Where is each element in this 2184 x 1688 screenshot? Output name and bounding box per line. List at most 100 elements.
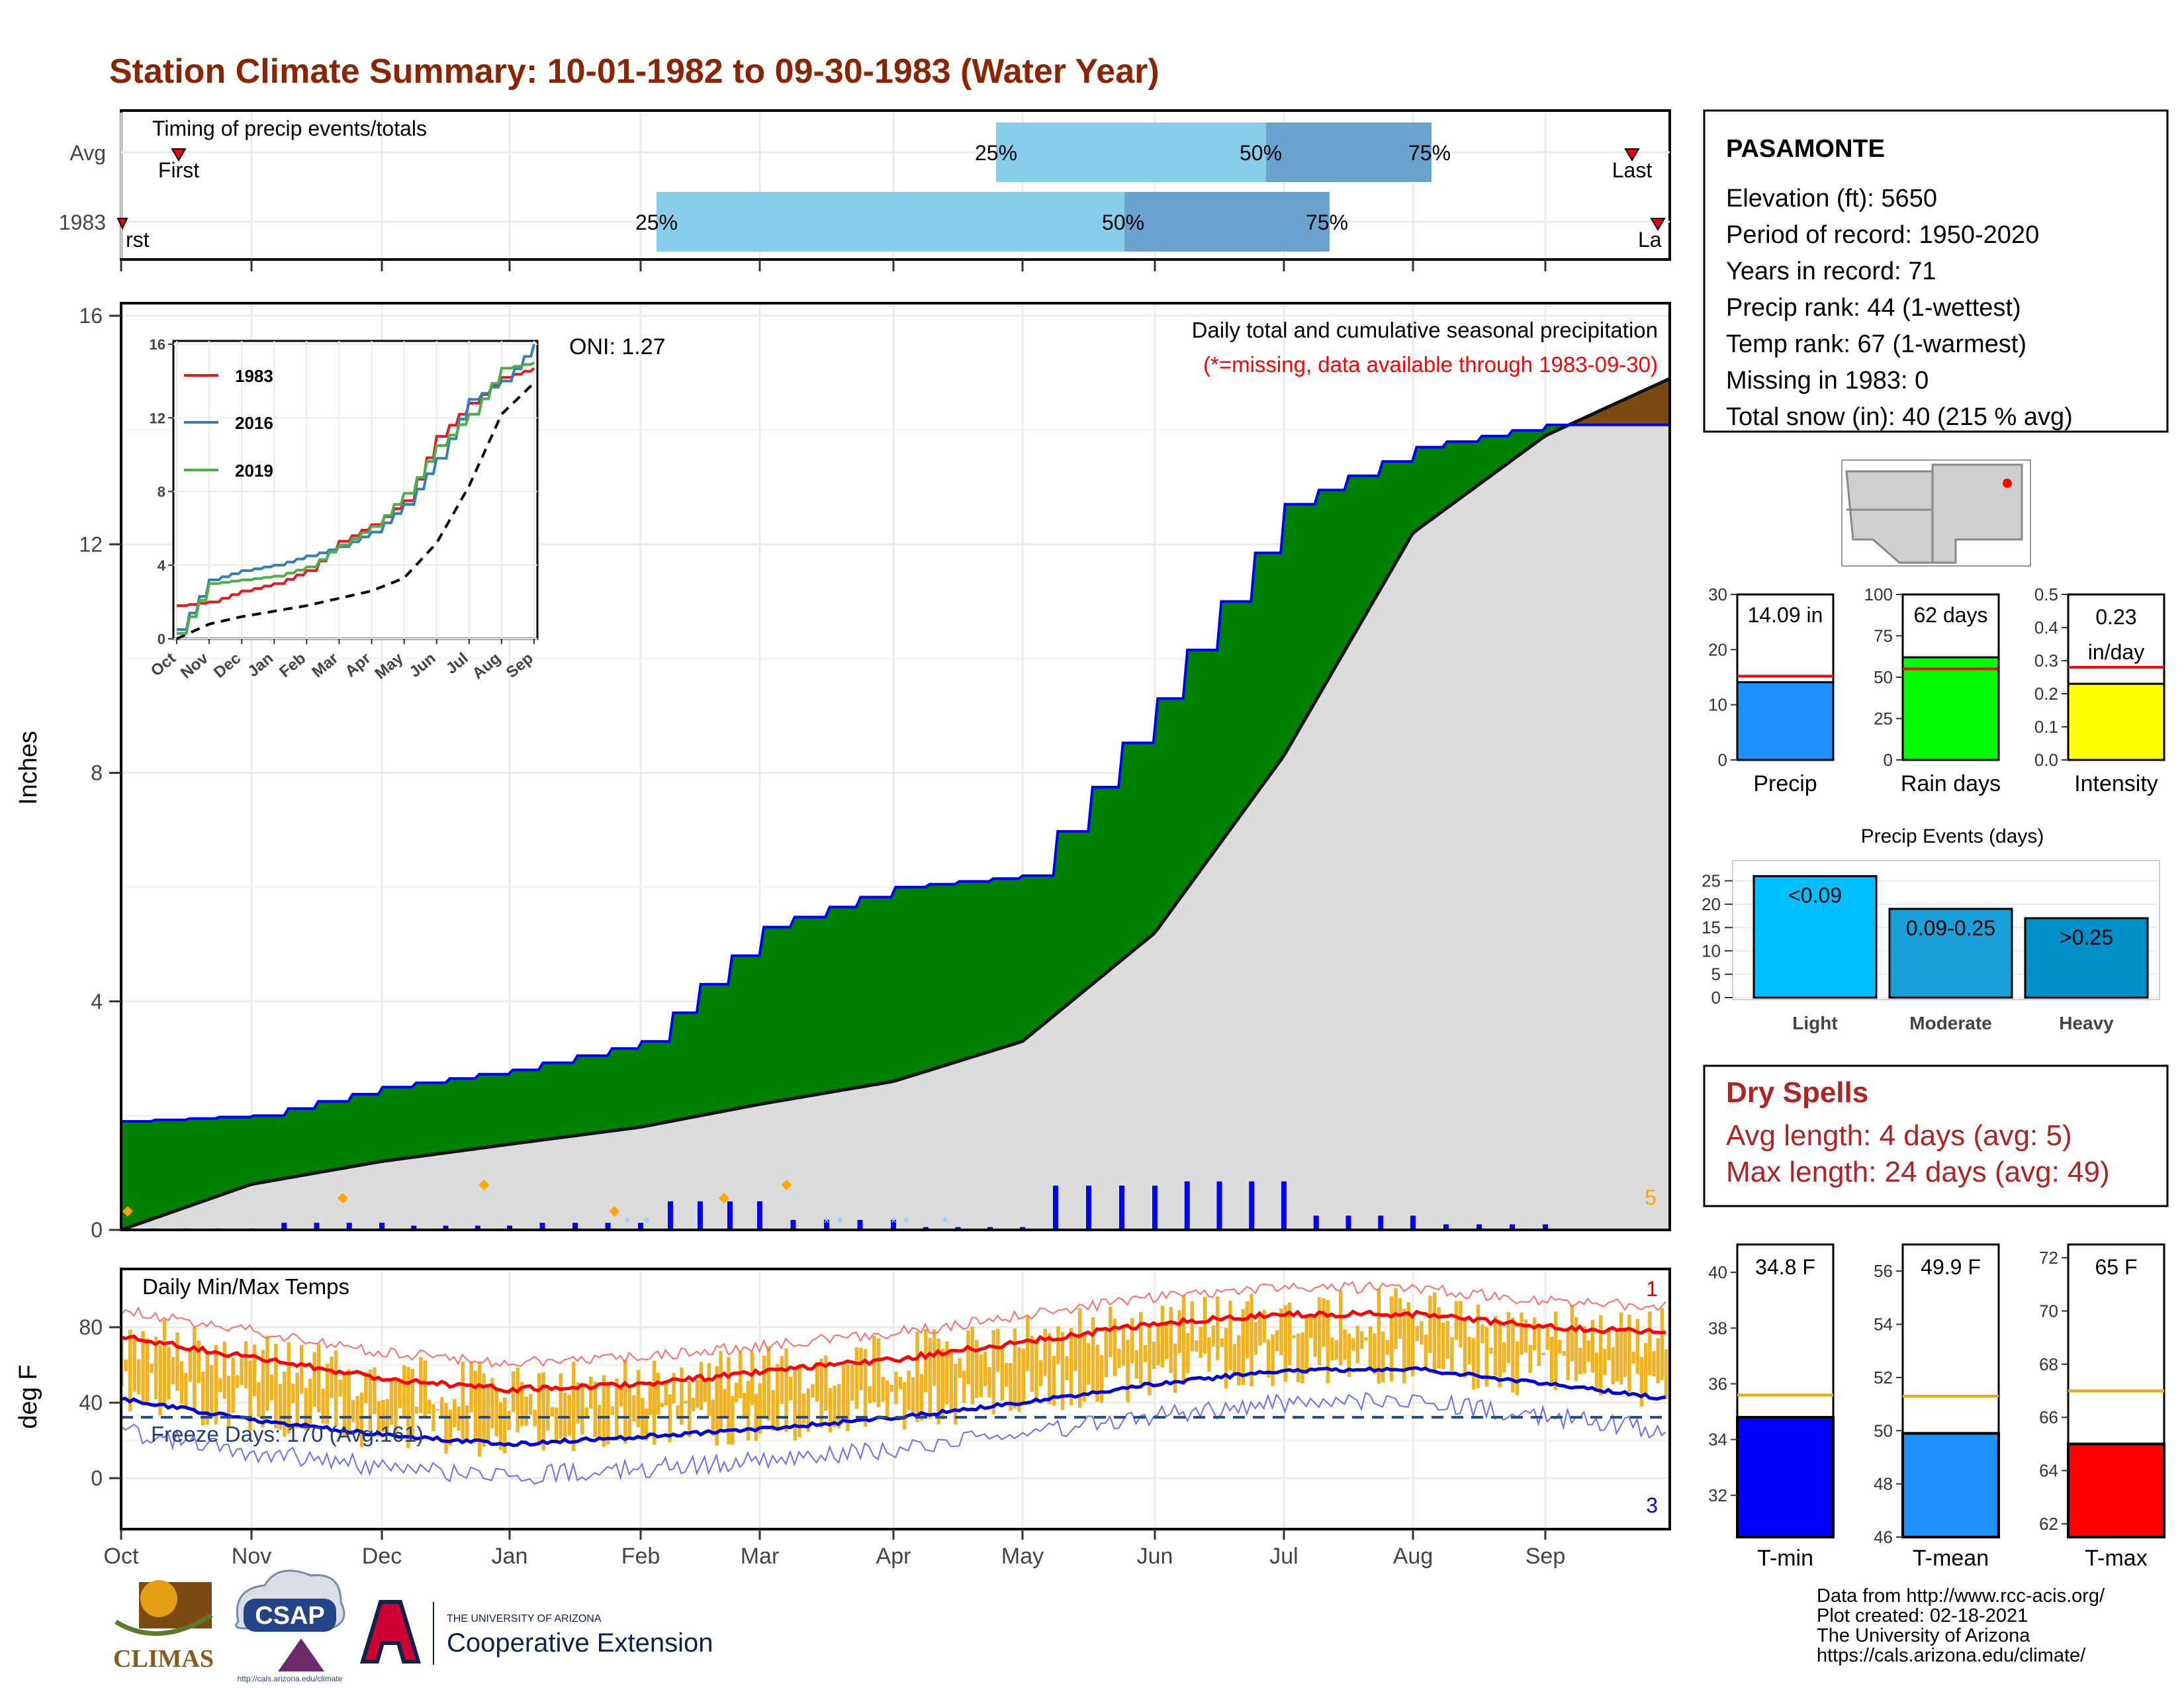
- daily-temp-bar: [731, 1395, 735, 1445]
- daily-temp-bar: [606, 1382, 610, 1444]
- daily-temp-bar: [1351, 1338, 1355, 1351]
- daily-temp-bar: [1211, 1325, 1216, 1347]
- daily-temp-bar: [924, 1329, 928, 1393]
- csap-label: CSAP: [255, 1602, 325, 1630]
- above-avg-area: [121, 378, 1670, 1230]
- daily-temp-bar: [970, 1326, 975, 1405]
- daily-temp-bar: [261, 1350, 265, 1428]
- daily-temp-bar: [664, 1380, 668, 1406]
- daily-temp-bar: [1258, 1315, 1262, 1346]
- ua-logo[interactable]: THE UNIVERSITY OF ARIZONA Cooperative Ex…: [359, 1600, 713, 1665]
- daily-temp-bar: [494, 1389, 498, 1436]
- daily-precip-bar: [1510, 1224, 1515, 1230]
- daily-temp-bar: [850, 1364, 854, 1401]
- daily-temp-bar: [218, 1378, 222, 1393]
- daily-temp-bar: [1480, 1324, 1484, 1344]
- daily-temp-bar: [193, 1327, 197, 1413]
- daily-temp-bar: [610, 1406, 615, 1415]
- daily-precip-bar: [314, 1223, 320, 1230]
- daily-temp-bar: [1334, 1340, 1339, 1360]
- daily-temp-bar: [1603, 1348, 1607, 1376]
- daily-temp-bar: [435, 1409, 440, 1411]
- daily-temp-bar: [833, 1385, 837, 1428]
- daily-temp-bar: [1309, 1313, 1313, 1338]
- daily-temp-bar: [797, 1364, 801, 1438]
- daily-temp-bar: [684, 1400, 688, 1404]
- daily-temp-bar: [593, 1382, 598, 1438]
- daily-temp-bar: [1160, 1305, 1165, 1368]
- daily-temp-bar: [1520, 1312, 1524, 1355]
- daily-temp-bar: [482, 1373, 486, 1447]
- summary-bar-value-label: 62 days: [1913, 603, 1987, 627]
- daily-temp-bar: [1586, 1340, 1590, 1362]
- daily-temp-bar: [868, 1386, 872, 1403]
- daily-temp-bar: [623, 1359, 627, 1444]
- precip-events-chart: Precip Events (days) 0 5 10 15 20 25 <0.09 Ligh…: [1702, 825, 2160, 1033]
- daily-temp-bar: [1484, 1327, 1489, 1387]
- daily-temp-bar: [1631, 1352, 1635, 1364]
- daily-temp-bar: [1052, 1356, 1056, 1406]
- daily-temp-bar: [1203, 1296, 1207, 1354]
- daily-temp-bar: [958, 1358, 962, 1378]
- temp-summary-ytick-label: 32: [1708, 1485, 1727, 1505]
- daily-temp-bar: [448, 1409, 453, 1446]
- summary-bar-precip: 0 10 20 30 14.09 in Precip: [1708, 585, 1835, 796]
- temp-summary-ytick-label: 68: [2039, 1354, 2058, 1374]
- daily-temp-bar: [1441, 1323, 1445, 1370]
- daily-temp-bar: [1578, 1348, 1582, 1375]
- daily-temp-bar: [368, 1369, 373, 1430]
- daily-temp-bar: [1506, 1312, 1511, 1364]
- daily-temp-bar: [1322, 1298, 1326, 1347]
- daily-temp-bar: [274, 1344, 278, 1429]
- station-info-box: PASAMONTE Elevation (ft): 5650 Period of…: [1703, 109, 2169, 433]
- year-row-label: 1983: [59, 211, 106, 234]
- snowflake-icon: *: [903, 1213, 909, 1233]
- daily-temp-bar: [486, 1384, 490, 1443]
- daily-temp-bar: [1262, 1309, 1267, 1342]
- daily-temp-bar: [811, 1383, 815, 1398]
- daily-temp-bar: [452, 1399, 457, 1427]
- daily-temp-bar: [498, 1402, 503, 1450]
- daily-temp-bar: [1065, 1356, 1069, 1380]
- daily-temp-bar: [1078, 1308, 1082, 1408]
- station-years: Years in record: 71: [1726, 258, 1936, 285]
- avg-first-label: First: [158, 158, 199, 182]
- summary-bar-ytick-label: 0: [1884, 750, 1893, 770]
- daily-temp-bar: [580, 1385, 584, 1435]
- daily-precip-bar: [1053, 1186, 1058, 1230]
- freeze-days-label: Freeze Days: 170 (Avg:161): [151, 1422, 424, 1446]
- daily-temp-bar: [1000, 1345, 1004, 1401]
- station-missing: Missing in 1983: 0: [1726, 367, 1929, 395]
- climas-logo-swoosh: [114, 1613, 213, 1636]
- daily-temp-bar: [1048, 1333, 1052, 1405]
- daily-temp-bar: [1279, 1308, 1283, 1356]
- daily-temp-bar: [511, 1371, 516, 1412]
- summary-bar-ytick-label: 100: [1864, 585, 1893, 604]
- month-label: Dec: [362, 1544, 402, 1569]
- daily-temp-bar: [695, 1380, 700, 1408]
- daily-precip-bar: [281, 1223, 287, 1230]
- daily-precip-bar: [757, 1201, 762, 1230]
- events-bar-label: 0.09-0.25: [1906, 916, 1995, 940]
- daily-temp-bar: [291, 1383, 295, 1404]
- climas-logo[interactable]: CLIMAS: [113, 1580, 214, 1673]
- daily-temp-bar: [1406, 1302, 1411, 1369]
- daily-temp-bar: [919, 1374, 924, 1421]
- snowflake-icon: *: [942, 1213, 948, 1233]
- station-precip-rank: Precip rank: 44 (1-wettest): [1726, 294, 2021, 322]
- daily-temp-bar: [1420, 1321, 1424, 1345]
- daily-temp-bar: [240, 1358, 244, 1385]
- daily-temp-bar: [1574, 1317, 1578, 1382]
- events-ytick-label: 25: [1702, 871, 1721, 891]
- csap-logo[interactable]: CSAP http://cals.arizona.edu/climate: [235, 1570, 345, 1683]
- daily-temp-bar: [788, 1376, 793, 1401]
- events-category-label: Light: [1792, 1013, 1837, 1033]
- station-box-frame: [1703, 109, 2169, 433]
- daily-temp-bar: [584, 1407, 589, 1419]
- events-ytick-label: 0: [1711, 988, 1721, 1008]
- daily-temp-bar: [444, 1403, 448, 1454]
- daily-temp-bar: [1355, 1325, 1360, 1364]
- daily-temp-bar: [1476, 1304, 1480, 1388]
- daily-temp-bar: [815, 1362, 819, 1402]
- daily-temp-bar: [1428, 1295, 1432, 1353]
